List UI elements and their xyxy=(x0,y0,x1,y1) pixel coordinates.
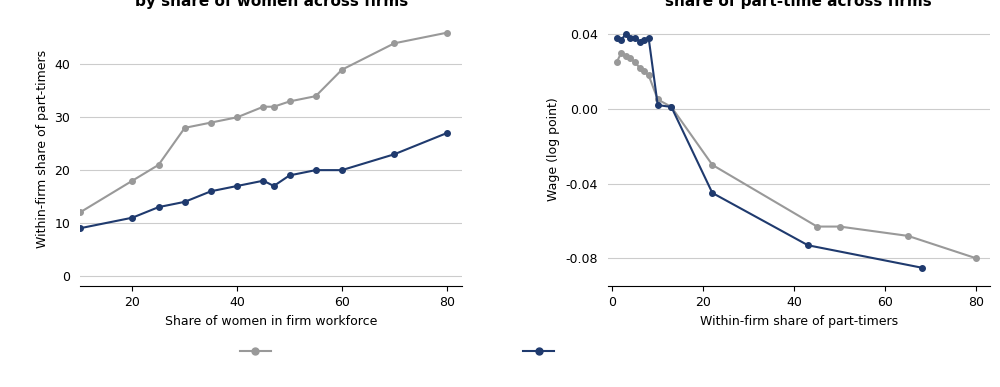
Title: Panel B : Firm wage premium by
share of part-time across firms: Panel B : Firm wage premium by share of … xyxy=(659,0,938,9)
Y-axis label: Within-firm share of part-timers: Within-firm share of part-timers xyxy=(36,50,49,248)
Title: Panel A : Share of part-time
by share of women across firms: Panel A : Share of part-time by share of… xyxy=(135,0,408,9)
Y-axis label: Wage (log point): Wage (log point) xyxy=(547,97,560,201)
Legend: Share of workers working part time, Share of men working part time: Share of workers working part time, Shar… xyxy=(235,341,765,364)
X-axis label: Within-firm share of part-timers: Within-firm share of part-timers xyxy=(700,315,898,328)
X-axis label: Share of women in firm workforce: Share of women in firm workforce xyxy=(165,315,377,328)
